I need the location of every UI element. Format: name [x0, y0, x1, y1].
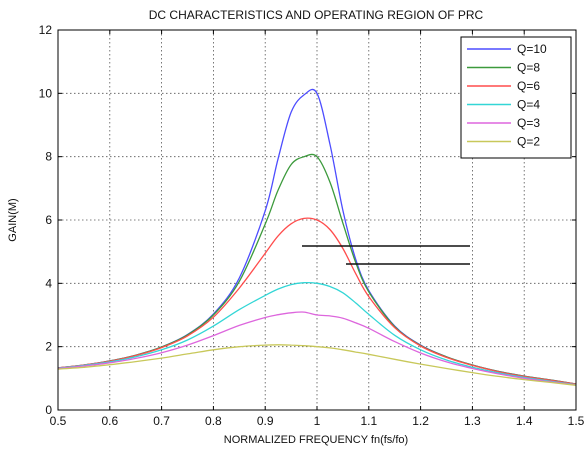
x-tick-label: 0.6 [101, 414, 118, 428]
series-line-q2 [57, 344, 577, 386]
y-tick-label: 4 [45, 276, 52, 290]
legend-label: Q=6 [517, 79, 540, 93]
legend: Q=10 Q=8 Q=6 Q=4 Q=3 Q=2 [460, 36, 572, 159]
y-tick-label: 10 [39, 86, 53, 100]
y-tick-label: 6 [45, 213, 52, 227]
x-tick-label: 0.8 [205, 414, 222, 428]
x-tick-label: 1.3 [464, 414, 481, 428]
series-line-q4 [57, 281, 577, 386]
legend-label: Q=8 [517, 61, 540, 75]
legend-label: Q=10 [517, 42, 547, 56]
y-tick-label: 2 [45, 340, 52, 354]
series-lines [57, 88, 577, 386]
x-tick-label: 1 [314, 414, 321, 428]
axis-ticks: 0.5 0.6 0.7 0.8 0.9 1 1.1 1.2 1.3 1.4 1.5 0 2 4 6 8 10 12 [39, 23, 585, 428]
y-tick-label: 8 [45, 150, 52, 164]
x-tick-label: 0.7 [153, 414, 170, 428]
x-tick-label: 1.1 [360, 414, 377, 428]
y-tick-label: 0 [45, 403, 52, 417]
series-line-q6 [57, 217, 577, 385]
x-tick-label: 1.5 [568, 414, 585, 428]
x-axis-title: NORMALIZED FREQUENCY fn(fs/fo) [224, 434, 408, 446]
y-tick-label: 12 [39, 23, 53, 37]
legend-label: Q=4 [517, 98, 540, 112]
legend-box [460, 36, 572, 159]
x-tick-label: 0.9 [257, 414, 274, 428]
x-tick-label: 0.5 [50, 414, 67, 428]
operating-region-lines [302, 245, 470, 265]
legend-label: Q=3 [517, 116, 540, 130]
x-tick-label: 1.2 [412, 414, 429, 428]
chart-title: DC CHARACTERISTICS AND OPERATING REGION … [149, 8, 484, 22]
legend-label: Q=2 [517, 135, 540, 149]
x-tick-label: 1.4 [516, 414, 533, 428]
y-axis-title: GAIN(M) [7, 198, 19, 241]
series-line-q3 [57, 311, 577, 386]
